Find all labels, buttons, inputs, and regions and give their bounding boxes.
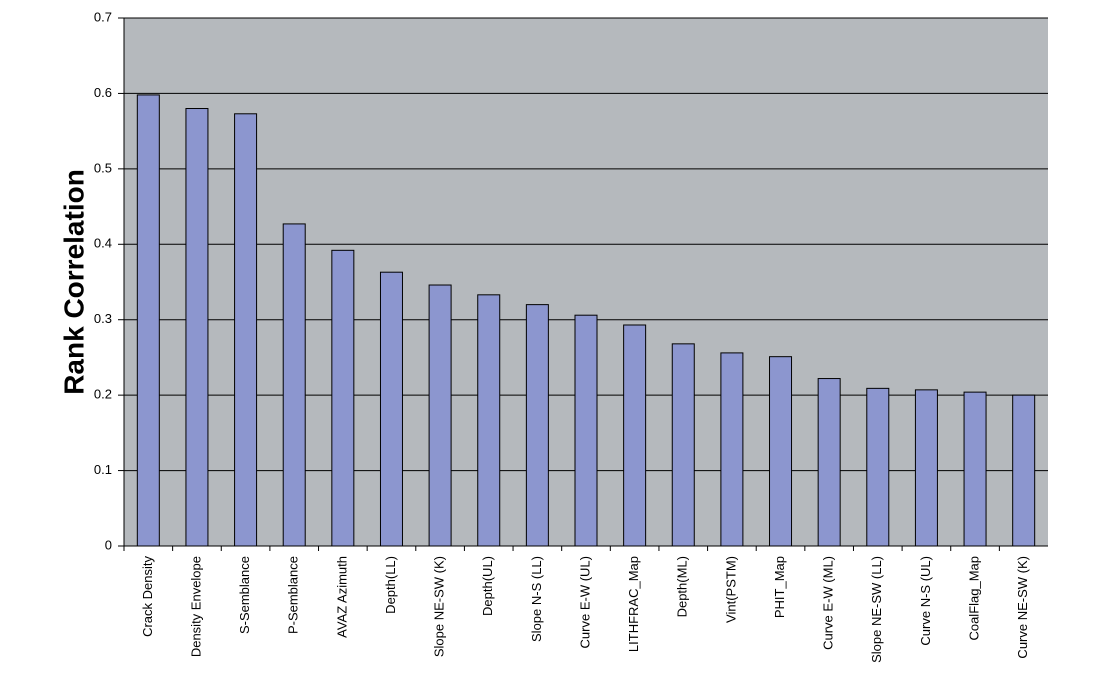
x-tick-label: Curve NE-SW (K) (1015, 556, 1030, 659)
x-tick-label: Depth(LL) (383, 556, 398, 614)
x-tick-label: Vint(PSTM) (723, 556, 738, 623)
y-tick-label: 0 (105, 537, 112, 552)
bar (574, 314, 598, 547)
y-tick-label: 0.7 (94, 9, 112, 24)
bar (234, 113, 258, 547)
bar (477, 294, 501, 547)
y-tick-label: 0.4 (94, 236, 112, 251)
bar (963, 391, 987, 547)
x-tick-label: Slope NE-SW (LL) (869, 556, 884, 663)
x-tick-label: Density Envelope (188, 556, 203, 657)
bar (282, 223, 306, 547)
bar (1012, 394, 1036, 547)
x-tick-label: Curve N-S (UL) (918, 556, 933, 646)
bar (428, 284, 452, 547)
x-tick-label: Curve E-W (UL) (577, 556, 592, 648)
x-tick-label: AVAZ Azimuth (334, 556, 349, 638)
bar (379, 271, 403, 547)
x-tick-label: PHIT_Map (772, 556, 787, 618)
bar (331, 249, 355, 547)
x-tick-label: Depth(UL) (480, 556, 495, 616)
x-tick-label: LITHFRAC_Map (626, 556, 641, 652)
bar (525, 304, 549, 547)
y-tick-label: 0.1 (94, 462, 112, 477)
y-tick-label: 0.3 (94, 311, 112, 326)
x-tick-label: P-Semblance (286, 556, 301, 634)
bar (136, 94, 160, 547)
x-tick-label: Slope NE-SW (K) (432, 556, 447, 657)
x-tick-label: Depth(ML) (675, 556, 690, 617)
y-tick-label: 0.2 (94, 387, 112, 402)
bar (914, 389, 938, 547)
bar (623, 324, 647, 547)
x-tick-label: Curve E-W (ML) (821, 556, 836, 650)
x-tick-label: Slope N-S (LL) (529, 556, 544, 642)
y-tick-label: 0.6 (94, 85, 112, 100)
x-tick-label: CoalFlag_Map (966, 556, 981, 641)
bar (185, 108, 209, 547)
bar (866, 387, 890, 547)
x-tick-label: Crack Density (140, 556, 155, 637)
bar (720, 352, 744, 547)
x-tick-label: S-Semblance (237, 556, 252, 634)
bar (769, 356, 793, 547)
bar (817, 378, 841, 547)
y-axis-title: Rank Correlation (58, 169, 89, 395)
y-tick-label: 0.5 (94, 160, 112, 175)
bar (671, 343, 695, 547)
